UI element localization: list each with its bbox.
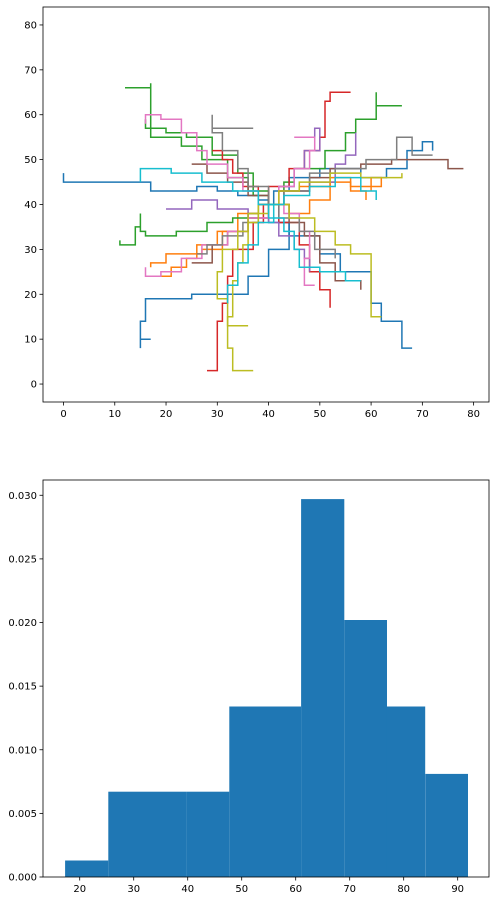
walk-series-30: [268, 136, 433, 206]
histogram-chart: 20 30 40 50 60 70 80 90 0.0000.0050.0100.0150.0…: [8, 479, 490, 895]
y-tick-label: 0.010: [8, 745, 37, 756]
x-tick-label: 70: [343, 884, 356, 895]
y-tick-label: 70: [24, 65, 37, 76]
random-walk-chart: 0 10 20 30 40 50 60 70 80 0 10 20 30 40 50 60 70 80: [24, 6, 490, 420]
walk-series-26: [144, 204, 270, 278]
x-tick-label: 90: [451, 884, 464, 895]
histogram-bar: [186, 791, 230, 877]
x-tick-label: 40: [181, 884, 194, 895]
plot-frame: [42, 479, 490, 878]
y-axis-ticks: 0.000 0.005 0.010 0.015 0.020 0.025 0.030: [8, 491, 43, 884]
x-tick-label: 10: [108, 409, 121, 420]
x-tick-label: 60: [289, 884, 302, 895]
walk-series-18: [166, 199, 270, 219]
walk-series-40: [267, 204, 361, 282]
walk-series-11: [268, 92, 402, 206]
histogram-bar: [386, 706, 426, 877]
y-tick-label: 0.025: [8, 554, 37, 565]
y-tick-label: 0.030: [8, 491, 37, 502]
walk-series-37: [139, 167, 269, 206]
histogram-bar: [65, 860, 109, 877]
x-tick-label: 30: [127, 884, 140, 895]
histogram-bar: [425, 773, 468, 877]
walk-series-35: [268, 172, 403, 206]
y-tick-label: 80: [24, 20, 37, 31]
y-tick-label: 0.000: [8, 873, 37, 884]
x-tick-label: 60: [365, 409, 378, 420]
walk-series-34: [268, 203, 382, 318]
y-axis-ticks: 0 10 20 30 40 50 60 70 80: [24, 20, 43, 391]
walk-series-4: [267, 204, 413, 349]
walk-series-28: [268, 136, 316, 206]
y-tick-label: 0.015: [8, 682, 37, 693]
histogram-bar: [229, 706, 302, 877]
walk-series-32: [268, 203, 336, 259]
x-tick-label: 50: [313, 409, 326, 420]
walk-series-5: [155, 203, 269, 278]
walk-series-17: [268, 127, 321, 206]
x-tick-label: 80: [397, 884, 410, 895]
x-tick-label: 20: [73, 884, 86, 895]
histogram-bar: [108, 791, 187, 877]
y-tick-label: 20: [24, 290, 37, 301]
x-tick-label: 30: [211, 409, 224, 420]
walk-series-12: [144, 119, 270, 205]
histogram-bar: [301, 499, 345, 877]
walk-series-29: [211, 114, 270, 205]
y-tick-label: 0: [31, 380, 37, 391]
y-tick-label: 30: [24, 245, 37, 256]
y-tick-label: 0.020: [8, 618, 37, 629]
x-tick-label: 0: [60, 409, 66, 420]
x-tick-label: 70: [416, 409, 429, 420]
y-tick-label: 10: [24, 335, 37, 346]
y-tick-label: 0.005: [8, 809, 37, 820]
y-tick-label: 60: [24, 110, 37, 121]
x-axis-ticks: 0 10 20 30 40 50 60 70 80: [60, 402, 480, 420]
y-tick-label: 50: [24, 155, 37, 166]
walk-series-38: [226, 203, 275, 304]
x-tick-label: 40: [262, 409, 275, 420]
walk-series-group: [62, 83, 464, 372]
walk-series-39: [268, 176, 377, 206]
histogram-bar: [344, 620, 387, 877]
walk-series-10: [119, 203, 269, 246]
x-tick-label: 50: [235, 884, 248, 895]
x-axis-ticks: 20 30 40 50 60 70 80 90: [73, 877, 464, 895]
x-tick-label: 80: [467, 409, 480, 420]
y-tick-label: 40: [24, 200, 37, 211]
walk-series-24: [191, 163, 270, 205]
histogram-bars: [65, 499, 468, 877]
x-tick-label: 20: [160, 409, 173, 420]
